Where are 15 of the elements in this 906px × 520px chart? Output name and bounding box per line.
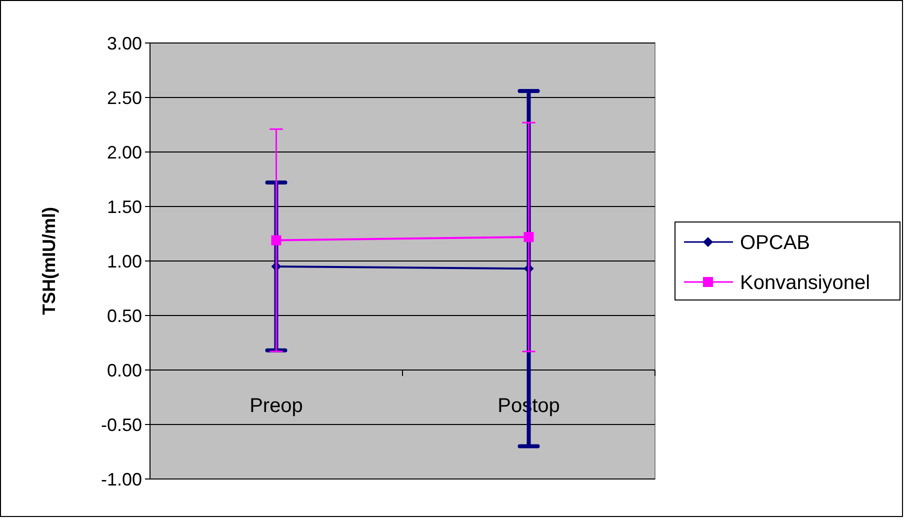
y-tick-label: 0.00 <box>106 360 142 380</box>
point <box>271 235 282 246</box>
y-tick-label: 3.00 <box>106 33 142 54</box>
y-tick-label: 2.00 <box>106 142 142 162</box>
y-tick-label: 2.50 <box>106 88 142 108</box>
y-axis-title: TSH(mIU/ml) <box>39 206 59 315</box>
legend-label: OPCAB <box>740 232 810 254</box>
y-tick-label: 1.00 <box>106 251 142 272</box>
x-tick-label: Preop <box>250 395 303 417</box>
point <box>524 232 534 242</box>
y-tick-label: 1.50 <box>106 196 142 217</box>
y-tick-label: -0.50 <box>100 414 142 435</box>
y-tick-label: 0.50 <box>106 306 142 326</box>
legend-label: Konvansiyonel <box>740 272 870 294</box>
y-tick-label: -1.00 <box>100 469 142 490</box>
